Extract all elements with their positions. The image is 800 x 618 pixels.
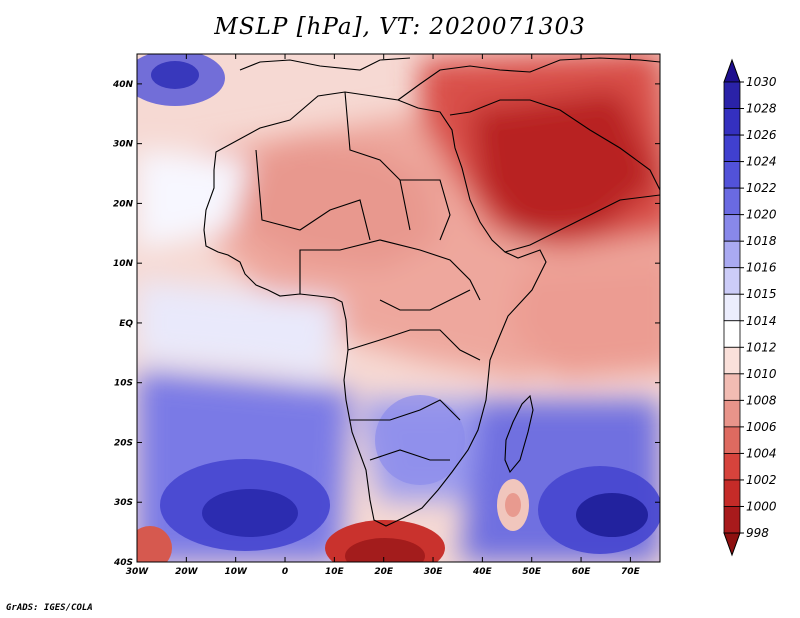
x-tick-label: 10E: [325, 567, 345, 577]
colorbar-cap-bottom: [723, 532, 741, 557]
colorbar-label: 1028: [746, 102, 777, 116]
colorbar-swatch: [723, 426, 741, 454]
footer-credit: GrADS: IGES/COLA: [6, 603, 93, 613]
colorbar-swatch: [723, 134, 741, 162]
pressure-field: [137, 54, 660, 562]
y-axis: 40N 30N 20N 10N EQ 10S 20S 30S 40S: [112, 80, 660, 568]
colorbar-label: 1006: [746, 420, 777, 434]
colorbar-label: 1022: [746, 181, 777, 195]
x-axis: 30W 20W 10W 0 10E 20E 30E 40E 50E 60E 70E: [126, 54, 641, 577]
colorbar-label: 1010: [746, 367, 777, 381]
chart-title: MSLP [hPa], VT: 2020071303: [214, 14, 586, 40]
map-frame: [136, 53, 661, 563]
colorbar-swatch: [723, 214, 741, 242]
colorbar: 1030 1028 1026 1024 1022 1020 1018 1016 1015 1014…: [723, 58, 777, 557]
x-tick-label: 10W: [224, 567, 248, 577]
colorbar-label: 1004: [746, 446, 777, 460]
y-tick-label: 30N: [113, 140, 134, 150]
x-tick-label: 0: [282, 567, 288, 577]
y-tick-label: 20N: [113, 199, 134, 209]
x-tick-label: 40E: [472, 567, 493, 577]
x-tick-label: 20W: [175, 567, 199, 577]
colorbar-label: 1008: [746, 393, 777, 407]
colorbar-swatch: [723, 293, 741, 322]
colorbar-label: 1014: [746, 314, 777, 328]
colorbar-label: 1018: [746, 234, 777, 248]
colorbar-swatch: [723, 187, 741, 216]
x-tick-label: 50E: [522, 567, 542, 577]
colorbar-label: 1000: [746, 499, 777, 513]
colorbar-swatch: [723, 267, 741, 295]
colorbar-swatch: [723, 240, 741, 269]
colorbar-swatch: [723, 479, 741, 507]
y-tick-label: 40N: [112, 80, 134, 90]
y-tick-label: EQ: [119, 319, 133, 329]
colorbar-swatch: [723, 81, 741, 109]
colorbar-label: 1012: [746, 340, 777, 354]
x-tick-label: 30W: [126, 567, 150, 577]
x-tick-label: 30E: [424, 567, 444, 577]
x-tick-label: 70E: [621, 567, 641, 577]
colorbar-swatch: [723, 108, 741, 136]
colorbar-label: 1026: [746, 128, 777, 142]
colorbar-swatch: [723, 320, 741, 348]
colorbar-label: 1030: [746, 75, 777, 89]
colorbar-swatch: [723, 373, 741, 401]
y-tick-label: 10N: [113, 259, 134, 269]
colorbar-label: 1016: [746, 261, 777, 275]
x-tick-label: 20E: [374, 567, 394, 577]
x-tick-label: 60E: [572, 567, 592, 577]
colorbar-label: 1002: [746, 473, 777, 487]
y-tick-label: 20S: [114, 438, 133, 448]
y-tick-label: 40S: [113, 558, 133, 568]
colorbar-label: 1024: [746, 155, 777, 169]
colorbar-swatch: [723, 399, 741, 428]
y-tick-label: 30S: [114, 498, 133, 508]
colorbar-swatch: [723, 346, 741, 375]
y-tick-label: 10S: [114, 379, 133, 389]
coastlines: [203, 57, 660, 527]
colorbar-label: 1015: [746, 287, 777, 301]
colorbar-swatch: [723, 453, 741, 481]
colorbar-cap-top: [723, 58, 741, 83]
colorbar-swatch: [723, 161, 741, 189]
colorbar-label: 998: [746, 526, 769, 540]
colorbar-swatch: [723, 506, 741, 534]
colorbar-label: 1020: [746, 208, 777, 222]
